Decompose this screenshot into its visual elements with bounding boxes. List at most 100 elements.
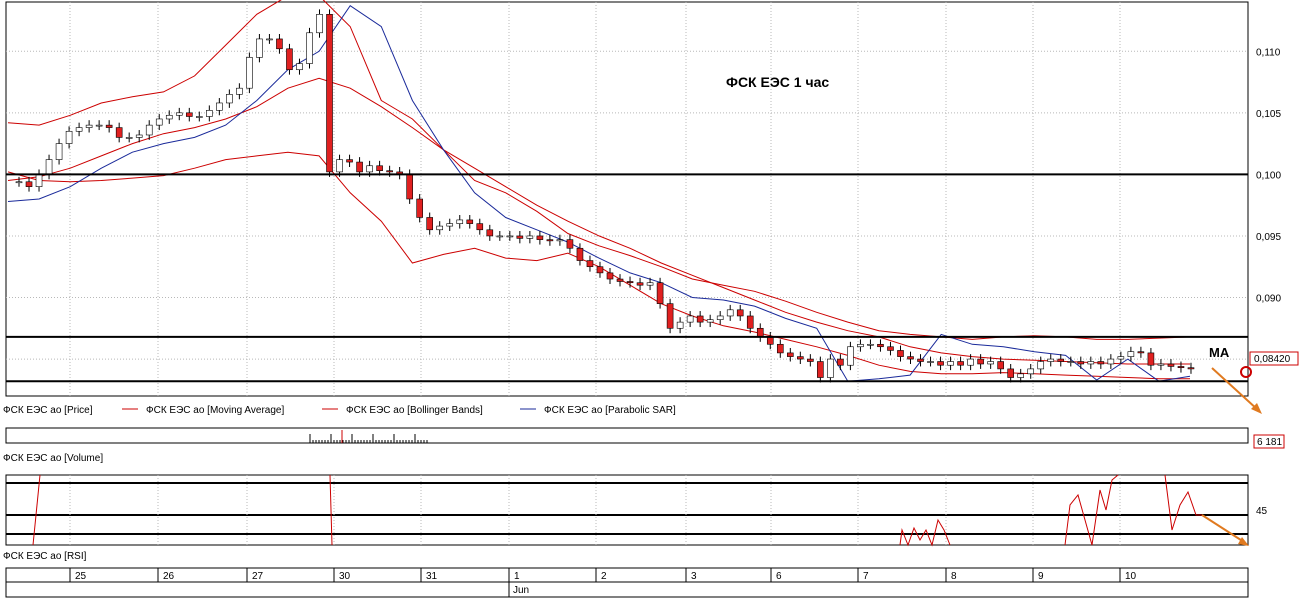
price-candle bbox=[706, 314, 714, 328]
price-candle bbox=[606, 267, 614, 284]
price-candle bbox=[857, 339, 864, 352]
price-candle bbox=[416, 194, 423, 223]
price-candle bbox=[1167, 359, 1175, 372]
price-candle bbox=[596, 261, 604, 278]
last-price-badge: 0,08420 bbox=[1240, 351, 1299, 378]
price-candle bbox=[286, 43, 293, 75]
ma-arrow-icon bbox=[1211, 367, 1262, 414]
legend-item: ФСК ЕЭС ао [Moving Average] bbox=[122, 405, 284, 416]
price-candle bbox=[496, 231, 504, 241]
legend-item: ФСК ЕЭС ао [Price] bbox=[3, 405, 93, 416]
time-tick-label: 7 bbox=[863, 571, 869, 582]
price-candle bbox=[446, 218, 454, 232]
time-tick-label: 10 bbox=[1125, 571, 1137, 582]
price-candle bbox=[646, 277, 654, 291]
rsi-tick-45: 45 bbox=[1256, 506, 1268, 517]
time-tick-label: 31 bbox=[426, 571, 438, 582]
volume-panel bbox=[5, 427, 1249, 444]
price-candle bbox=[185, 107, 193, 122]
price-candle bbox=[1097, 356, 1105, 369]
price-candle bbox=[436, 221, 444, 235]
moving-average-line bbox=[7, 77, 1190, 365]
price-candle bbox=[746, 311, 754, 334]
price-candle bbox=[105, 120, 113, 133]
volume-last-badge: 6 181 bbox=[1253, 434, 1285, 449]
price-candle bbox=[536, 231, 544, 245]
time-tick-label: 26 bbox=[163, 571, 175, 582]
price-candle bbox=[526, 231, 534, 244]
time-tick-label: 2 bbox=[601, 571, 607, 582]
price-candle bbox=[145, 120, 153, 140]
price-candle bbox=[246, 52, 253, 94]
rsi-line-segment bbox=[899, 518, 951, 547]
price-candle bbox=[566, 234, 574, 254]
rsi-line-segment bbox=[32, 474, 41, 546]
price-candle bbox=[556, 234, 564, 246]
price-candle bbox=[726, 304, 734, 321]
price-candle bbox=[947, 356, 954, 371]
price-candle bbox=[957, 356, 964, 371]
price-candle bbox=[576, 243, 584, 266]
price-candle bbox=[1107, 354, 1115, 369]
price-candle bbox=[15, 176, 23, 187]
price-candle bbox=[306, 27, 313, 69]
time-tick-label: 25 bbox=[75, 571, 87, 582]
price-candle bbox=[506, 231, 514, 241]
price-candle bbox=[236, 83, 243, 100]
moving-average-line bbox=[7, 77, 1190, 365]
parabolic-sar-line bbox=[7, 5, 1191, 382]
chart-title: ФСК ЕЭС 1 час bbox=[726, 74, 829, 90]
price-candle bbox=[1037, 356, 1045, 374]
price-candle bbox=[1087, 356, 1095, 369]
volume-bars bbox=[309, 430, 428, 443]
price-candle bbox=[917, 354, 924, 367]
volume-legend-label: ФСК ЕЭС ао [Volume] bbox=[3, 453, 103, 464]
time-tick-label: 3 bbox=[691, 571, 697, 582]
svg-text:6 181: 6 181 bbox=[1257, 437, 1282, 448]
price-candle bbox=[466, 215, 474, 229]
price-candle bbox=[1137, 346, 1145, 358]
price-candle bbox=[296, 58, 303, 75]
price-candle bbox=[135, 130, 143, 143]
parabolic-sar-line bbox=[7, 5, 1191, 382]
price-candle bbox=[326, 9, 333, 177]
price-candle bbox=[887, 341, 894, 356]
price-candle bbox=[125, 132, 133, 143]
price-candle bbox=[336, 154, 343, 177]
price-candle bbox=[716, 311, 724, 325]
price-candle bbox=[847, 341, 854, 371]
horizontal-levels bbox=[6, 173, 1248, 383]
price-candle bbox=[85, 120, 93, 133]
price-candle bbox=[546, 234, 554, 246]
price-candle bbox=[907, 351, 914, 364]
price-candle bbox=[877, 339, 884, 352]
price-candle bbox=[586, 255, 594, 272]
price-candle bbox=[486, 224, 494, 241]
time-tick-label: 1 bbox=[514, 571, 520, 582]
price-candle bbox=[256, 34, 263, 63]
price-candle bbox=[1157, 359, 1165, 371]
price-candle bbox=[376, 160, 383, 176]
price-candle bbox=[1177, 361, 1185, 373]
price-candle bbox=[696, 311, 704, 328]
time-tick-label: 8 bbox=[951, 571, 957, 582]
price-candle bbox=[226, 89, 233, 108]
price-candle bbox=[155, 114, 163, 131]
price-candle bbox=[626, 276, 634, 288]
price-candle bbox=[1147, 347, 1155, 371]
price-candle bbox=[216, 98, 223, 116]
time-tick-label: 27 bbox=[252, 571, 264, 582]
price-candle bbox=[95, 120, 103, 131]
price-candle bbox=[456, 215, 464, 229]
price-candle bbox=[346, 154, 353, 167]
price-candle bbox=[656, 277, 664, 309]
price-candle bbox=[967, 354, 974, 371]
price-candle bbox=[1117, 351, 1125, 364]
time-tick-label: 9 bbox=[1038, 571, 1044, 582]
price-candle bbox=[807, 354, 814, 367]
month-label: Jun bbox=[513, 585, 529, 596]
rsi-line-segment bbox=[1164, 474, 1202, 531]
time-axis-ticks: 25 26 27 30 31 1 2 3 6 7 8 9 10 bbox=[69, 568, 1137, 597]
